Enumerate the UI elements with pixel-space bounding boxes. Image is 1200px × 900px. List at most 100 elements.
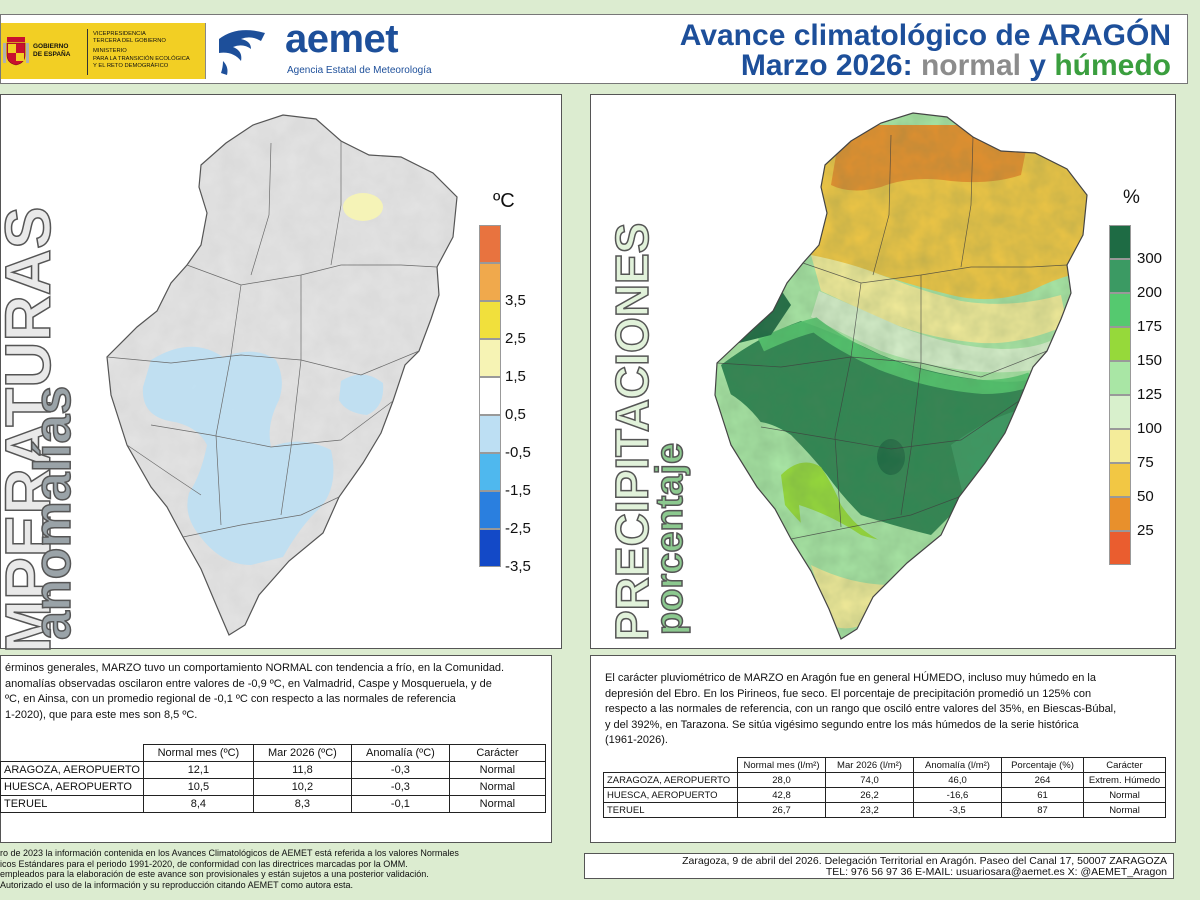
temperature-legend-label: 2,5 xyxy=(505,330,526,347)
precipitation-legend-swatch xyxy=(1109,497,1131,531)
temperature-column-header xyxy=(1,745,144,762)
table-row: HUESCA, AEROPUERTO 10,5 10,2 -0,3 Normal xyxy=(0,778,546,796)
temperature-legend-swatch xyxy=(479,491,501,529)
precipitation-legend-swatch xyxy=(1109,225,1131,259)
table-cell: 10,2 xyxy=(252,778,352,796)
precipitation-unit: % xyxy=(1123,187,1140,208)
ministry-text: VICEPRESIDENCIA TERCERA DEL GOBIERNO MIN… xyxy=(93,31,190,69)
table-cell: Normal xyxy=(1083,787,1166,803)
temperature-summary-panel: érminos generales, MARZO tuvo un comport… xyxy=(0,655,552,843)
temperature-column-header: Normal mes (ºC) xyxy=(142,744,254,762)
table-cell: -0,1 xyxy=(350,795,450,813)
gov-left-text: GOBIERNO DE ESPAÑA xyxy=(33,43,71,58)
temperature-anomaly-map xyxy=(106,114,458,636)
table-cell: 8,4 xyxy=(142,795,254,813)
temperature-column-header: Mar 2026 (ºC) xyxy=(252,744,352,762)
temperature-table: Normal mes (ºC) Mar 2026 (ºC) Anomalía (ºC… xyxy=(0,744,546,813)
table-cell: 61 xyxy=(1001,787,1084,803)
table-cell: 26,2 xyxy=(825,787,914,803)
precipitation-legend-label: 25 xyxy=(1137,522,1154,539)
temperature-unit: ºC xyxy=(493,190,515,212)
header: GOBIERNO DE ESPAÑA VICEPRESIDENCIA TERCE… xyxy=(0,14,1188,84)
page-title: Avance climatológico de ARAGÓN xyxy=(679,19,1171,52)
table-cell: 23,2 xyxy=(825,802,914,818)
footer-address: Zaragoza, 9 de abril del 2026. Delegació… xyxy=(682,855,1167,867)
aemet-logo-icon xyxy=(219,30,265,75)
precipitation-column-header xyxy=(604,758,738,773)
temperature-legend-swatch xyxy=(479,225,501,263)
precipitation-legend-label: 175 xyxy=(1137,318,1163,335)
temperature-column-header: Anomalía (ºC) xyxy=(350,744,450,762)
footer-contact: Zaragoza, 9 de abril del 2026. Delegació… xyxy=(584,853,1174,879)
temperature-legend-label: -0,5 xyxy=(505,444,531,461)
precipitation-legend-swatch xyxy=(1109,361,1131,395)
temperature-legend-swatch xyxy=(479,453,501,491)
precipitation-table: Normal mes (l/m²) Mar 2026 (l/m²) Anomalía… xyxy=(603,757,1166,818)
temperature-legend-swatch xyxy=(479,301,501,339)
precipitation-legend-label: 200 xyxy=(1137,284,1163,301)
temperature-legend-swatch xyxy=(479,529,501,567)
temperature-legend-swatch xyxy=(479,415,501,453)
footer-notes: ro de 2023 la información contenida en l… xyxy=(0,848,459,890)
temperature-summary-text: érminos generales, MARZO tuvo un comport… xyxy=(5,662,505,721)
temperature-column-header: Carácter xyxy=(448,744,546,762)
table-row: TERUEL 26,7 23,2 -3,5 87 Normal xyxy=(603,802,1166,818)
table-row: ARAGOZA, AEROPUERTO 12,1 11,8 -0,3 Normal xyxy=(0,761,546,779)
table-cell: Extrem. Húmedo xyxy=(1083,772,1166,788)
table-cell: -0,3 xyxy=(350,778,450,796)
precipitation-legend-label: 50 xyxy=(1137,488,1154,505)
temperature-legend-label: -1,5 xyxy=(505,482,531,499)
table-row: TERUEL 8,4 8,3 -0,1 Normal xyxy=(0,795,546,813)
temperature-legend-label: 3,5 xyxy=(505,292,526,309)
page-subtitle: Marzo 2026: normal y húmedo xyxy=(740,49,1171,82)
temperature-legend-swatch xyxy=(479,377,501,415)
table-cell: 74,0 xyxy=(825,772,914,788)
temperature-legend-label: 1,5 xyxy=(505,368,526,385)
precipitation-legend-swatch xyxy=(1109,395,1131,429)
table-cell: 26,7 xyxy=(737,802,826,818)
station-name-cell: TERUEL xyxy=(0,795,144,813)
precipitation-percentage-map xyxy=(714,112,1088,640)
precipitation-column-header: Normal mes (l/m²) xyxy=(737,757,826,773)
precipitation-column-header: Mar 2026 (l/m²) xyxy=(825,757,914,773)
precipitation-map-panel: PRECIPITACIONES porcentaje xyxy=(590,94,1176,649)
temperature-legend-label: 0,5 xyxy=(505,406,526,423)
table-cell: 8,3 xyxy=(252,795,352,813)
footer-contact-line: TEL: 976 56 97 36 E-MAIL: usuariosara@ae… xyxy=(825,866,1167,878)
table-cell: Normal xyxy=(448,778,546,796)
temperature-legend-swatch xyxy=(479,339,501,377)
table-cell: -16,6 xyxy=(913,787,1002,803)
precipitation-summary-text: El carácter pluviométrico de MARZO en Ar… xyxy=(605,672,1117,746)
precipitation-legend-label: 125 xyxy=(1137,386,1163,403)
precipitation-legend-swatch xyxy=(1109,463,1131,497)
station-name-cell: ARAGOZA, AEROPUERTO xyxy=(0,761,144,779)
precipitation-legend-label: 150 xyxy=(1137,352,1163,369)
table-cell: 28,0 xyxy=(737,772,826,788)
precipitation-legend-swatch xyxy=(1109,327,1131,361)
table-cell: 11,8 xyxy=(252,761,352,779)
precipitation-legend-swatch xyxy=(1109,259,1131,293)
precipitation-column-header: Carácter xyxy=(1083,757,1166,773)
precipitation-summary-panel: El carácter pluviométrico de MARZO en Ar… xyxy=(590,655,1176,843)
coat-of-arms-icon xyxy=(3,37,29,66)
table-cell: 46,0 xyxy=(913,772,1002,788)
table-cell: 42,8 xyxy=(737,787,826,803)
precipitation-legend-swatch xyxy=(1109,531,1131,565)
table-cell: Normal xyxy=(448,795,546,813)
government-logo: GOBIERNO DE ESPAÑA VICEPRESIDENCIA TERCE… xyxy=(1,23,206,79)
temperature-legend-label: -3,5 xyxy=(505,558,531,575)
precipitation-legend-label: 100 xyxy=(1137,420,1163,437)
precipitation-legend-label: 300 xyxy=(1137,250,1163,267)
table-cell: 264 xyxy=(1001,772,1084,788)
table-cell: -3,5 xyxy=(913,802,1002,818)
precipitation-legend-swatch xyxy=(1109,429,1131,463)
table-cell: -0,3 xyxy=(350,761,450,779)
precipitation-column-header: Porcentaje (%) xyxy=(1001,757,1084,773)
temperature-table-header: Normal mes (ºC) Mar 2026 (ºC) Anomalía (ºC… xyxy=(1,744,546,762)
table-cell: Normal xyxy=(448,761,546,779)
station-name-cell: HUESCA, AEROPUERTO xyxy=(0,778,144,796)
precipitation-legend-label: 75 xyxy=(1137,454,1154,471)
table-row: HUESCA, AEROPUERTO 42,8 26,2 -16,6 61 Normal xyxy=(603,787,1166,803)
table-cell: Normal xyxy=(1083,802,1166,818)
precipitation-table-header: Normal mes (l/m²) Mar 2026 (l/m²) Anomalía… xyxy=(604,757,1166,773)
